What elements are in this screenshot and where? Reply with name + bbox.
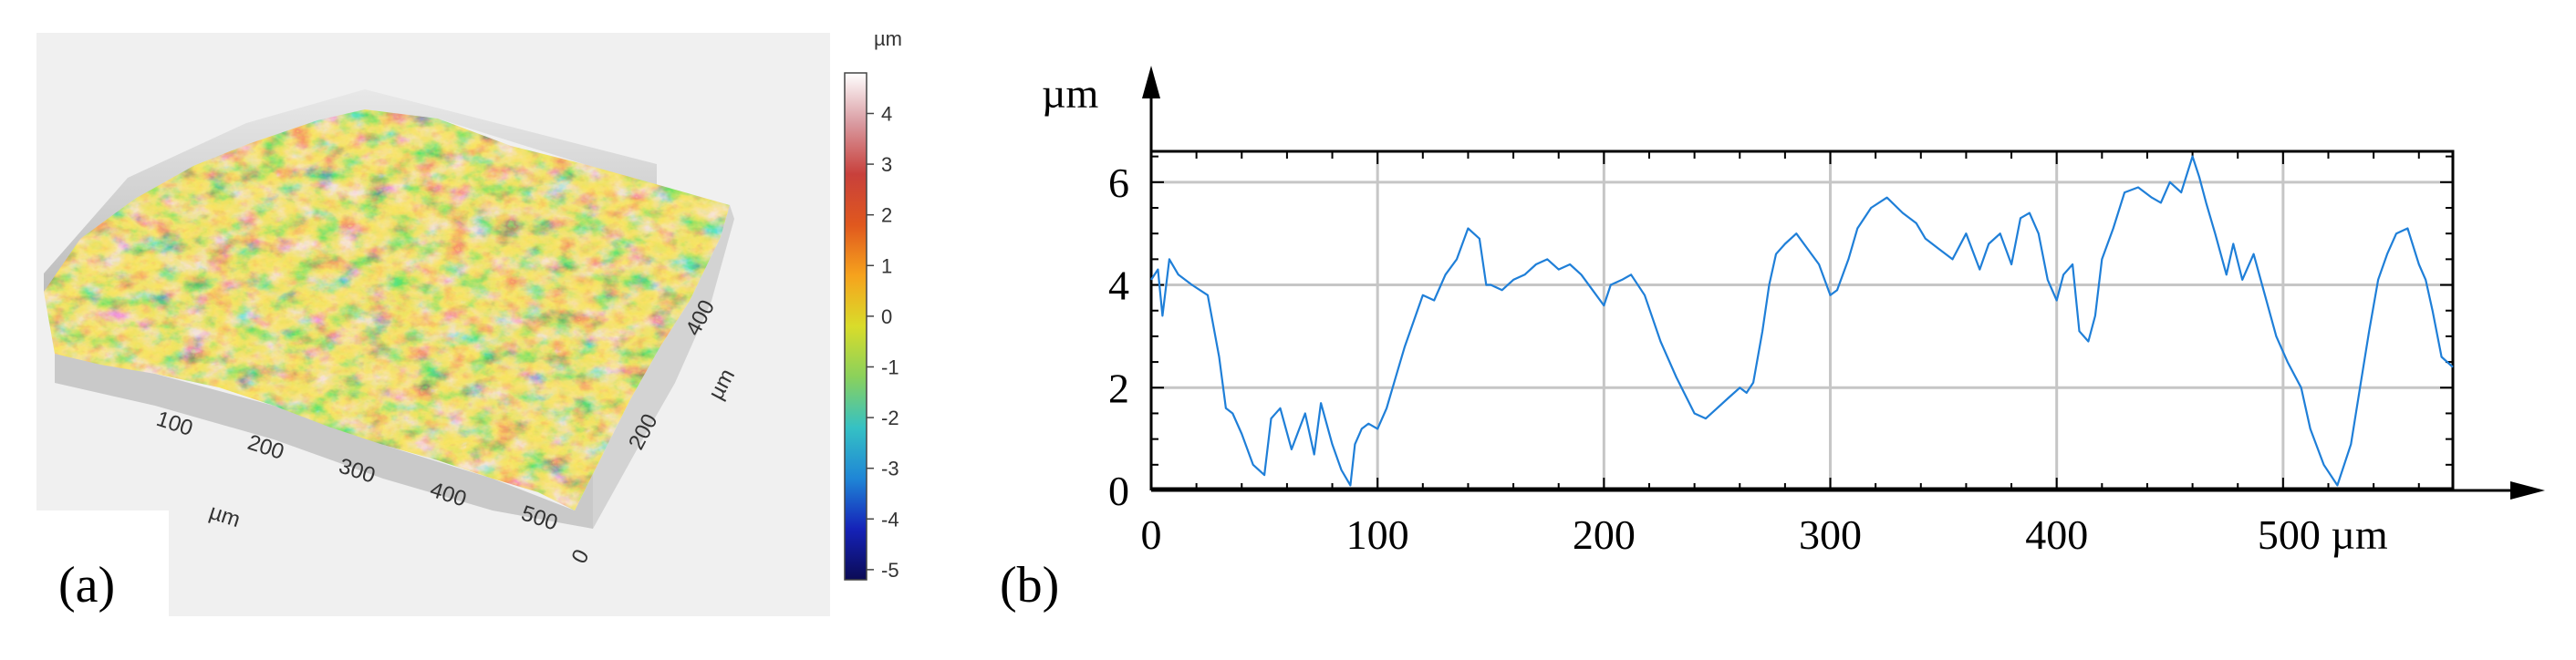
y-axis-arrow <box>1142 66 1160 98</box>
colorbar-tick-label: -4 <box>881 508 899 531</box>
x-tick-label: 500 µm <box>2258 511 2388 558</box>
panel-b-label: (b) <box>1000 557 1059 614</box>
x-tick-label: 0 <box>1141 511 1162 558</box>
chart-minor-ticks <box>1150 151 2453 491</box>
y-tick-label: 6 <box>1108 160 1129 206</box>
y-tick-label: 0 <box>1108 468 1129 514</box>
surface-right-wall <box>593 205 734 529</box>
y-tick-labels: 0 2 4 6 <box>1108 160 1129 514</box>
y-tick-label: 2 <box>1108 365 1129 411</box>
x-tick-label: 400 <box>2025 511 2088 558</box>
surface-front-wall <box>55 354 593 529</box>
colorbar-tick-label: -1 <box>881 356 899 378</box>
panel-a-label: (a) <box>58 557 115 614</box>
colorbar-tick-label: 3 <box>881 153 892 176</box>
colorbar: µm 4 3 2 1 0 -1 -2 -3 -4 -5 <box>844 27 902 582</box>
colorbar-tick-label: -3 <box>881 458 899 480</box>
x-tick-label: 100 <box>1346 511 1409 558</box>
colorbar-unit: µm <box>874 27 902 50</box>
x-tick-label: 200 <box>1573 511 1636 558</box>
panel-a-label-box <box>36 510 169 620</box>
colorbar-tick-label: 0 <box>881 305 892 328</box>
x-tick-label: 300 <box>1799 511 1862 558</box>
colorbar-tick-label: 4 <box>881 102 892 125</box>
plot-frame <box>1149 150 2455 490</box>
chart-grid <box>1151 151 2453 490</box>
profile-line-chart: µm 0 2 4 6 0 100 200 300 400 500 µm <box>1042 66 2545 558</box>
y-tick-label: 4 <box>1108 263 1129 309</box>
x-tick-labels: 0 100 200 300 400 500 µm <box>1141 511 2388 558</box>
colorbar-ramp <box>844 72 867 581</box>
colorbar-tick-label: -5 <box>881 559 899 582</box>
y-axis-unit-label: µm <box>1042 70 1099 117</box>
profile-series-line <box>1150 155 2454 487</box>
colorbar-tick-label: 2 <box>881 204 892 227</box>
x-axis-arrow <box>2510 481 2545 500</box>
colorbar-ticks: 4 3 2 1 0 -1 -2 -3 -4 -5 <box>867 102 899 582</box>
colorbar-tick-label: -2 <box>881 407 899 429</box>
colorbar-tick-label: 1 <box>881 254 892 277</box>
